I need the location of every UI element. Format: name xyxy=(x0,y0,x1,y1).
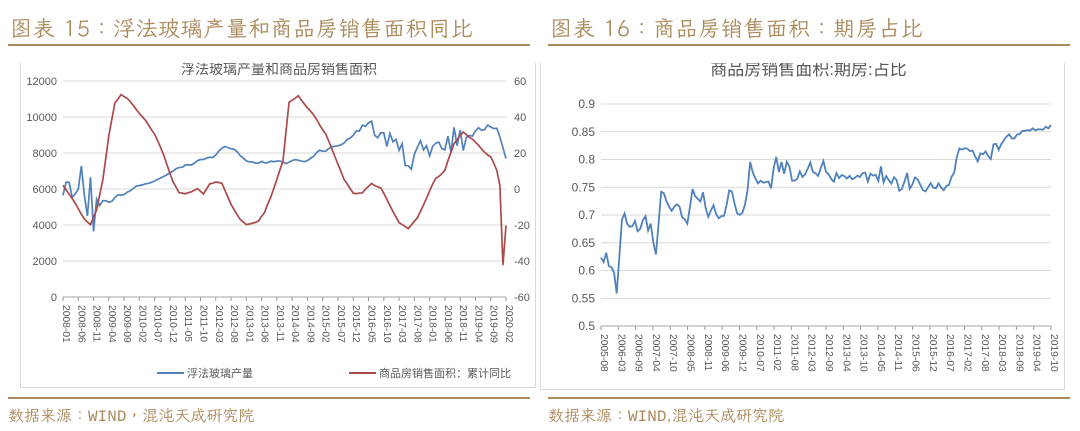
svg-text:2016-07: 2016-07 xyxy=(944,334,955,372)
svg-text:2006-03: 2006-03 xyxy=(615,334,626,372)
svg-text:12000: 12000 xyxy=(26,76,57,88)
svg-text:-60: -60 xyxy=(514,292,530,304)
svg-text:2015-06: 2015-06 xyxy=(910,334,921,372)
svg-text:0.8: 0.8 xyxy=(578,153,595,167)
svg-text:0.5: 0.5 xyxy=(578,319,595,333)
svg-text:2019-10: 2019-10 xyxy=(1048,334,1059,372)
svg-text:2012-03: 2012-03 xyxy=(806,334,817,372)
svg-text:0: 0 xyxy=(514,184,520,196)
svg-text:2017-08: 2017-08 xyxy=(411,305,422,343)
svg-text:2018-06: 2018-06 xyxy=(442,305,453,343)
svg-text:2014-04: 2014-04 xyxy=(289,305,300,343)
svg-text:2015-02: 2015-02 xyxy=(320,305,331,343)
svg-text:2018-01: 2018-01 xyxy=(427,305,438,343)
svg-text:2006-09: 2006-09 xyxy=(633,334,644,372)
svg-text:2020-02: 2020-02 xyxy=(503,305,514,343)
svg-text:0.75: 0.75 xyxy=(572,180,596,194)
svg-text:2009-04: 2009-04 xyxy=(106,305,117,343)
svg-text:40: 40 xyxy=(514,112,526,124)
svg-text:0.55: 0.55 xyxy=(572,291,596,305)
svg-text:2013-06: 2013-06 xyxy=(259,305,270,343)
svg-text:2018-09: 2018-09 xyxy=(1013,334,1024,372)
svg-text:浮法玻璃产量: 浮法玻璃产量 xyxy=(187,366,253,380)
svg-text:2007-10: 2007-10 xyxy=(667,334,678,372)
svg-text:2014-05: 2014-05 xyxy=(875,334,886,372)
svg-text:2011-02: 2011-02 xyxy=(771,334,782,371)
svg-text:2013-11: 2013-11 xyxy=(274,305,285,342)
svg-text:2014-11: 2014-11 xyxy=(892,334,903,371)
svg-text:2015-12: 2015-12 xyxy=(927,334,938,372)
svg-text:2008-11: 2008-11 xyxy=(91,305,102,342)
svg-text:60: 60 xyxy=(514,76,526,88)
svg-text:2019-04: 2019-04 xyxy=(1031,334,1042,372)
svg-text:2009-09: 2009-09 xyxy=(121,305,132,343)
svg-text:2013-04: 2013-04 xyxy=(840,334,851,372)
svg-text:0: 0 xyxy=(51,292,57,304)
svg-text:2011-05: 2011-05 xyxy=(182,305,193,342)
svg-text:2010-07: 2010-07 xyxy=(152,305,163,343)
svg-text:-20: -20 xyxy=(514,220,530,232)
svg-text:2017-08: 2017-08 xyxy=(979,334,990,372)
svg-text:2005-08: 2005-08 xyxy=(598,334,609,372)
svg-text:0.7: 0.7 xyxy=(578,208,595,222)
svg-text:2017-03: 2017-03 xyxy=(396,305,407,343)
svg-text:0.9: 0.9 xyxy=(578,97,595,111)
svg-text:2013-01: 2013-01 xyxy=(243,305,254,343)
svg-text:2016-10: 2016-10 xyxy=(381,305,392,343)
svg-text:2009-12: 2009-12 xyxy=(736,334,747,372)
svg-text:0.65: 0.65 xyxy=(572,236,596,250)
svg-text:2013-10: 2013-10 xyxy=(858,334,869,372)
svg-text:2017-02: 2017-02 xyxy=(961,334,972,372)
svg-text:商品房销售面积:期房:占比: 商品房销售面积:期房:占比 xyxy=(710,63,906,79)
svg-text:2008-11: 2008-11 xyxy=(702,334,713,371)
svg-text:2008-06: 2008-06 xyxy=(75,305,86,343)
svg-text:2011-08: 2011-08 xyxy=(788,334,799,371)
svg-text:2007-04: 2007-04 xyxy=(650,334,661,372)
svg-text:2015-12: 2015-12 xyxy=(350,305,361,343)
svg-text:2008-01: 2008-01 xyxy=(60,305,71,343)
svg-text:浮法玻璃产量和商品房销售面积: 浮法玻璃产量和商品房销售面积 xyxy=(181,63,377,77)
svg-text:2009-06: 2009-06 xyxy=(719,334,730,372)
svg-text:6000: 6000 xyxy=(33,184,57,196)
svg-text:2012-08: 2012-08 xyxy=(228,305,239,343)
svg-text:2010-12: 2010-12 xyxy=(167,305,178,343)
svg-text:8000: 8000 xyxy=(33,148,57,160)
svg-text:2019-04: 2019-04 xyxy=(472,305,483,343)
svg-text:2016-05: 2016-05 xyxy=(366,305,377,343)
svg-text:0.85: 0.85 xyxy=(572,125,596,139)
svg-text:商品房销售面积：累计同比: 商品房销售面积：累计同比 xyxy=(379,366,511,380)
svg-text:4000: 4000 xyxy=(33,220,57,232)
svg-text:20: 20 xyxy=(514,148,526,160)
svg-text:2012-03: 2012-03 xyxy=(213,305,224,343)
svg-text:-40: -40 xyxy=(514,256,530,268)
svg-text:0.6: 0.6 xyxy=(578,264,595,278)
svg-text:2018-03: 2018-03 xyxy=(996,334,1007,372)
svg-text:2018-11: 2018-11 xyxy=(457,305,468,342)
svg-text:2014-09: 2014-09 xyxy=(304,305,315,343)
svg-text:2012-09: 2012-09 xyxy=(823,334,834,372)
svg-text:10000: 10000 xyxy=(26,112,57,124)
svg-text:2019-09: 2019-09 xyxy=(488,305,499,343)
svg-text:2015-07: 2015-07 xyxy=(335,305,346,343)
svg-text:2011-10: 2011-10 xyxy=(197,305,208,342)
svg-text:2010-07: 2010-07 xyxy=(754,334,765,372)
svg-text:2000: 2000 xyxy=(33,256,57,268)
svg-text:2010-02: 2010-02 xyxy=(136,305,147,343)
svg-text:2008-05: 2008-05 xyxy=(685,334,696,372)
